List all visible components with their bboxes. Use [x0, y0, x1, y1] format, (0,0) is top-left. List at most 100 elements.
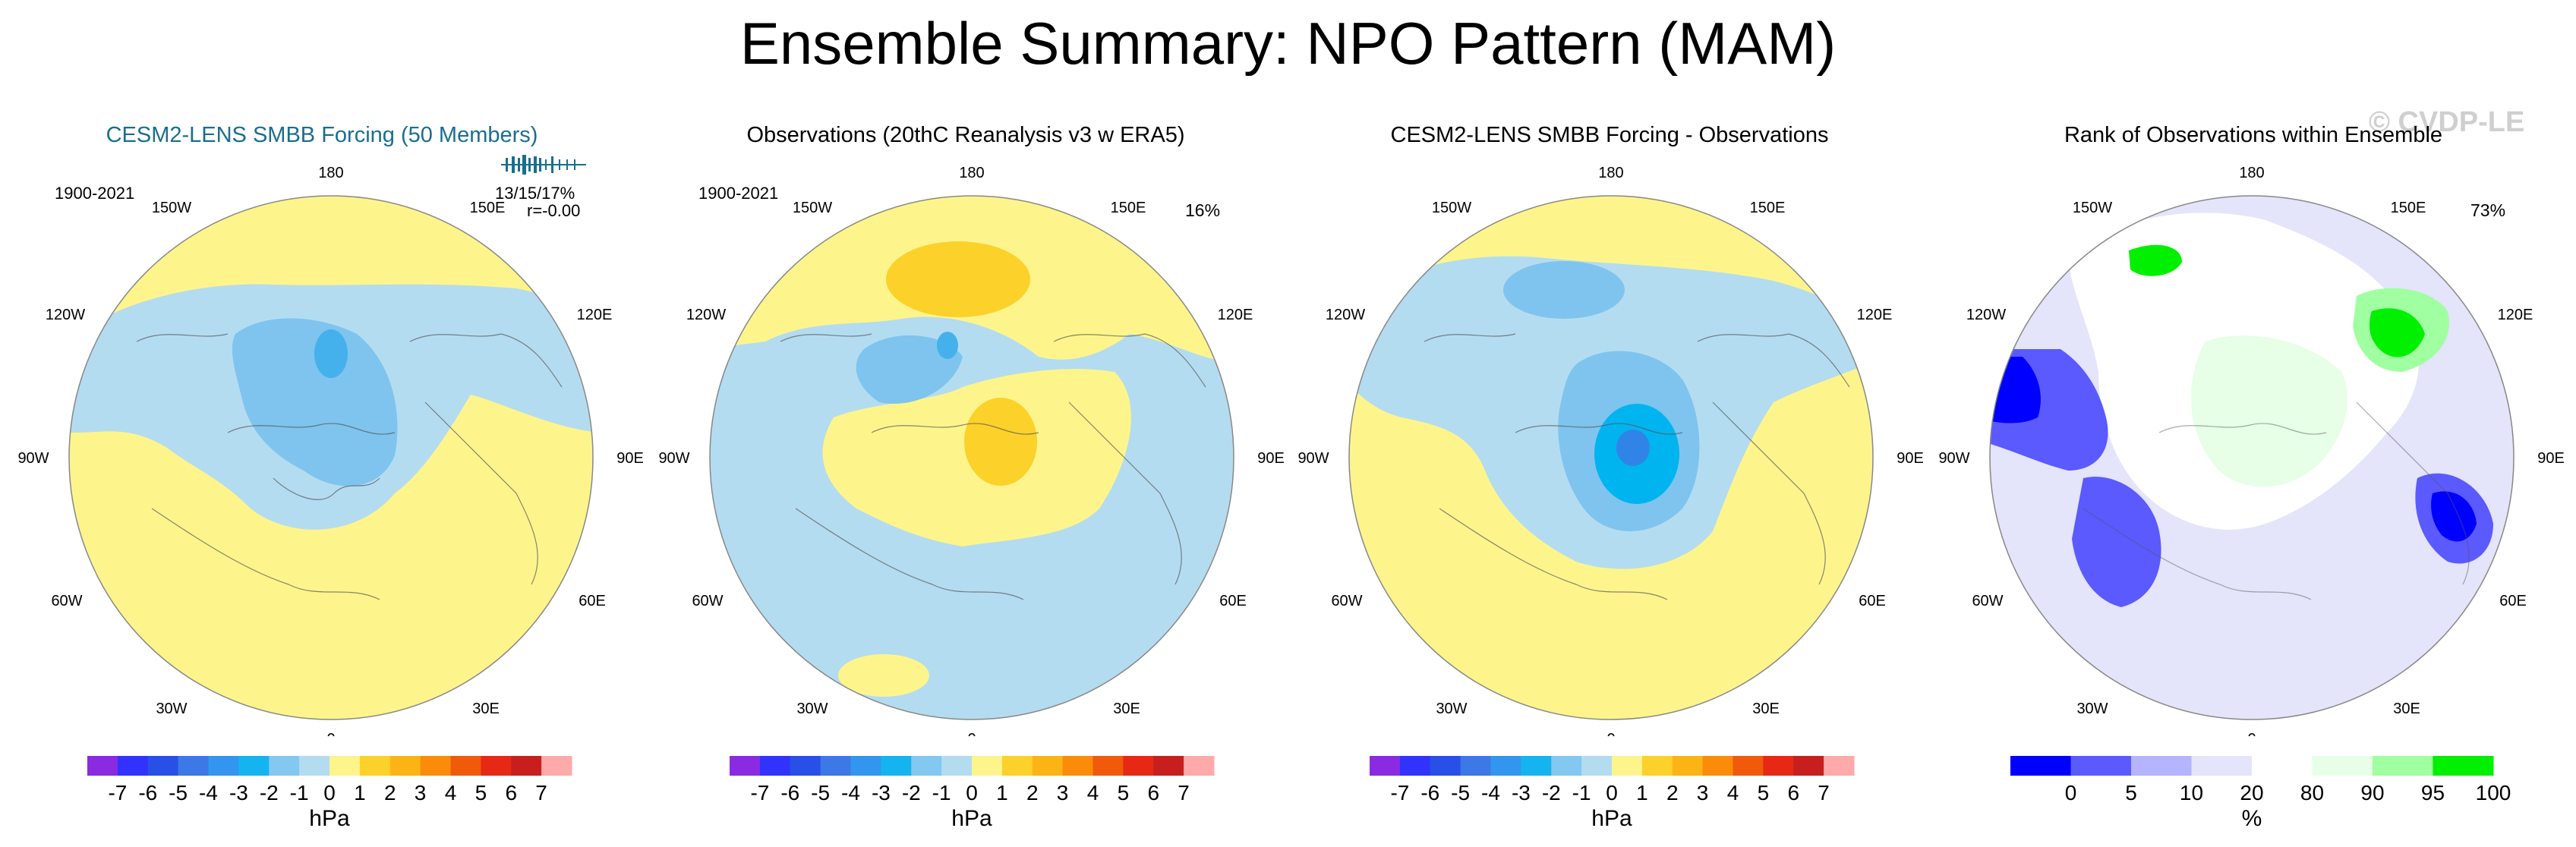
colorbar-tick-label: 5: [475, 781, 487, 804]
lon-label-60w: 60W: [692, 593, 723, 609]
polar-map: 180 150E 120E 90E 60E 30E 0 30W 60W 90W …: [1938, 165, 2564, 736]
colorbar-tick-label: 1: [1636, 781, 1648, 804]
colorbar-tick-label: -6: [780, 781, 799, 804]
colorbar-swatch: [1763, 756, 1794, 776]
lon-label-30e: 30E: [1113, 701, 1140, 717]
lon-label-150w: 150W: [2073, 200, 2112, 216]
colorbar-tick-label: 80: [2300, 781, 2324, 804]
lon-label-30w: 30W: [1436, 701, 1467, 717]
lon-label-120w: 120W: [1966, 307, 2006, 323]
colorbar: 0 5 10 20 80 90 95 100%: [2010, 756, 2511, 831]
panel-title: CESM2-LENS SMBB Forcing - Observations: [1390, 123, 1829, 147]
lon-label-150e: 150E: [470, 200, 506, 216]
region-peak-negative: [937, 332, 958, 359]
colorbar-swatch: [450, 756, 481, 776]
panel-model-minus-observations: CESM2-LENS SMBB Forcing - Observations 1…: [1288, 114, 1931, 847]
colorbar-tick-label: 7: [535, 781, 547, 804]
colorbar-swatch: [208, 756, 239, 776]
colorbar-tick-label: 1: [354, 781, 366, 804]
lon-label-60w: 60W: [51, 593, 82, 609]
colorbar-tick-label: 5: [2125, 781, 2137, 804]
lon-label-0: 0: [2247, 731, 2256, 736]
colorbar-swatch: [1153, 756, 1184, 776]
lon-label-90e: 90E: [2537, 450, 2565, 467]
page-title: Ensemble Summary: NPO Pattern (MAM): [739, 10, 1837, 77]
colorbar-swatch: [1672, 756, 1704, 776]
colorbar-tick-label: -4: [199, 781, 218, 804]
colorbar-swatch: [1123, 756, 1154, 776]
longitude-labels: 180 150E 120E 90E 60E 30E 0 30W 60W 90W …: [1938, 165, 2564, 736]
map-boundary: [68, 195, 594, 720]
period-label: 1900-2021: [698, 184, 779, 203]
colorbar-tick-label: 10: [2180, 781, 2203, 804]
colorbar-swatch: [481, 756, 512, 776]
colorbar-tick-label: 2: [384, 781, 396, 804]
colorbar-swatch: [1551, 756, 1582, 776]
colorbar-swatch: [2070, 756, 2132, 776]
colorbar-tick-label: -6: [1420, 781, 1439, 804]
colorbar-swatch: [178, 756, 209, 776]
colorbar-swatch: [1370, 756, 1401, 776]
colorbar-tick-label: 4: [445, 781, 457, 804]
panel-title: Rank of Observations within Ensemble: [2064, 123, 2443, 147]
lon-label-90w: 90W: [17, 450, 49, 467]
colorbar-swatch: [1733, 756, 1764, 776]
lon-label-150e: 150E: [1111, 200, 1146, 216]
lon-label-0: 0: [326, 731, 335, 736]
region-strong-positive-north-pacific: [886, 241, 1030, 317]
lon-label-90w: 90W: [658, 450, 689, 467]
colorbar-tick-label: -1: [1572, 781, 1591, 804]
lon-label-30w: 30W: [156, 701, 187, 717]
coastlines: [2083, 401, 2470, 600]
colorbar-tick-label: 6: [506, 781, 518, 804]
colorbar: -7 -6 -5 -4 -3 -2 -1 0 1 2 3 4 5 6 7 hPa: [730, 756, 1215, 831]
lon-label-120e: 120E: [1218, 307, 1253, 323]
colorbar-swatch: [911, 756, 942, 776]
colorbar-tick-label: 1: [996, 781, 1008, 804]
colorbar-swatch: [1581, 756, 1613, 776]
colorbar-swatch: [1093, 756, 1124, 776]
colorbar-swatch: [2373, 756, 2433, 776]
colorbar-unit-label: hPa: [309, 806, 350, 831]
colorbar-tick-label: 95: [2421, 781, 2445, 804]
colorbar-tick-label: -5: [811, 781, 830, 804]
percent-label: 73%: [2470, 200, 2506, 220]
region-rank-above-95-pacific: [2129, 244, 2182, 276]
colorbar-swatch: [790, 756, 821, 776]
colorbar-swatch: [1612, 756, 1643, 776]
lon-label-180: 180: [2239, 165, 2264, 181]
colorbar-tick-label: 90: [2360, 781, 2384, 804]
lon-label-60e: 60E: [2499, 593, 2527, 609]
colorbar-tick-label: -1: [932, 781, 951, 804]
colorbar-tick-label: 7: [1818, 781, 1830, 804]
colorbar-swatch: [147, 756, 179, 776]
colorbar-tick-label: -5: [169, 781, 188, 804]
lon-label-30e: 30E: [2393, 701, 2420, 717]
lon-label-60e: 60E: [579, 593, 606, 609]
lon-label-120w: 120W: [686, 307, 726, 323]
colorbar-swatch: [389, 756, 421, 776]
colorbar-swatch: [972, 756, 1003, 776]
colorbar-tick-label: 6: [1788, 781, 1800, 804]
colorbar-swatch: [511, 756, 542, 776]
polar-map: 180 150E 120E 90E 60E 30E 0 30W 60W 90W …: [17, 165, 643, 736]
colorbar-swatch: [2131, 756, 2192, 776]
colorbar-tick-label: 20: [2240, 781, 2263, 804]
colorbar-tick-label: -6: [138, 781, 157, 804]
lon-label-90w: 90W: [1297, 450, 1329, 467]
lon-label-30w: 30W: [2076, 701, 2108, 717]
lon-label-150w: 150W: [152, 200, 191, 216]
panel-observations: Observations (20thC Reanalysis v3 w ERA5…: [644, 114, 1288, 847]
lon-label-180: 180: [959, 165, 984, 181]
colorbar-tick-label: -2: [902, 781, 921, 804]
lon-label-180: 180: [1598, 165, 1623, 181]
period-label: 1900-2021: [55, 184, 135, 203]
colorbar-tick-label: 2: [1026, 781, 1039, 804]
coastlines: [1424, 333, 1850, 600]
colorbar-tick-label: 5: [1118, 781, 1130, 804]
longitude-labels: 180 150E 120E 90E 60E 30E 0 30W 60W 90W …: [658, 165, 1284, 736]
coastlines: [780, 333, 1206, 600]
colorbar-tick-label: 6: [1148, 781, 1160, 804]
colorbar-swatch: [1521, 756, 1552, 776]
colorbar-unit-label: hPa: [1591, 806, 1632, 831]
